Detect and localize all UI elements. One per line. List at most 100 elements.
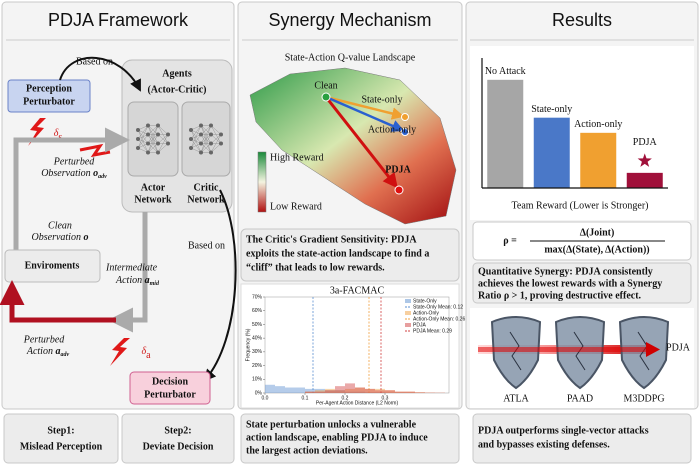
environment-box [4, 249, 101, 283]
edge [147, 125, 159, 135]
edge [157, 134, 169, 144]
node [199, 150, 203, 155]
lightning [79, 143, 111, 158]
defense-label: PAAD [567, 393, 593, 404]
shield [554, 316, 606, 390]
lightning [110, 338, 130, 366]
node [199, 123, 203, 128]
y-axis-label: Frequency (%) [245, 328, 251, 361]
y-tick-label: 50% [252, 322, 263, 328]
critic-label: Network [187, 194, 225, 205]
action-only-arrow [325, 95, 405, 132]
histogram-bar [395, 391, 405, 393]
edge [190, 125, 202, 140]
intermediate-action: Action amid [115, 275, 160, 287]
star [637, 153, 652, 167]
legend-label: PDJA [413, 322, 426, 328]
based-on-arrow [59, 56, 141, 92]
box-text: PDJA outperforms single-vector attacks [478, 425, 649, 436]
state-only-arrow [325, 95, 405, 120]
environment-label: Enviroments [25, 260, 80, 271]
node [189, 128, 193, 132]
formula-lhs: ρ = [503, 235, 517, 246]
x-tick-label: 0.3 [382, 395, 389, 401]
point [401, 113, 409, 121]
edge [147, 134, 159, 153]
histogram-bar [345, 388, 355, 393]
x-axis-label: Team Reward (Lower is Stronger) [511, 200, 648, 211]
edge [147, 125, 159, 144]
box-text: “cliff” that leads to low rewards. [246, 262, 385, 273]
point-label: Clean [314, 80, 337, 91]
based-on-arrow [203, 189, 237, 382]
framework: Agents (Actor-Critic) Actor Network Crit… [0, 56, 237, 464]
bar [626, 172, 663, 188]
network-icons [136, 123, 223, 155]
perception-label: Perturbator [23, 96, 75, 107]
edge [147, 125, 159, 153]
shield [618, 316, 670, 390]
histogram-bar [345, 383, 355, 393]
shield [490, 316, 542, 390]
node [209, 141, 213, 146]
decision-label: Perturbator [144, 389, 196, 400]
histogram-bar [395, 391, 405, 393]
perception-perturbator [7, 79, 91, 113]
step-box [3, 413, 119, 464]
histogram-bar [385, 390, 395, 393]
landscape-title: State-Action Q-value Landscape [285, 52, 416, 63]
beam [478, 347, 648, 352]
x-tick-label: 0.0 [262, 395, 269, 401]
legend-swatch [405, 299, 411, 303]
point [401, 128, 409, 136]
color-bar-label: Low Reward [270, 201, 322, 212]
point-label: Action-only [368, 124, 416, 135]
bar [487, 79, 524, 188]
decision-label: Decision [152, 376, 189, 387]
y-tick-label: 10% [252, 377, 263, 383]
histogram-bar [325, 390, 335, 393]
y-tick-label: 20% [252, 363, 263, 369]
bar-label: No Attack [485, 66, 526, 77]
y-tick-label: 40% [252, 335, 263, 341]
node [209, 150, 213, 155]
histogram-bar [325, 390, 335, 393]
box-text: State perturbation unlocks a vulnerable [246, 419, 417, 430]
text-box [240, 228, 460, 282]
y-tick-label: 30% [252, 349, 263, 355]
histogram-bar [375, 390, 385, 393]
point [321, 92, 331, 102]
histogram-bar [365, 392, 375, 393]
node [156, 141, 160, 146]
perception-label: Perception [26, 83, 72, 94]
agents-label: (Actor-Critic) [147, 84, 206, 95]
clean-observation: Observation o [32, 232, 89, 243]
edge [137, 125, 149, 140]
clean-observation: Clean [48, 220, 72, 231]
histogram-bar [355, 391, 365, 393]
edge [157, 143, 169, 153]
based-on-label: Based on [76, 56, 113, 67]
histogram-bar [365, 388, 375, 393]
histogram-bar [355, 387, 365, 393]
clean-observation-arrow [13, 127, 130, 250]
box-text: action landscape, enabling PDJA to induc… [246, 432, 428, 443]
critic-label: Critic [194, 182, 220, 193]
bar-label: Action-only [574, 119, 622, 130]
edge [210, 134, 222, 144]
edge [200, 143, 212, 153]
histogram-title: 3a-FACMAC [330, 285, 385, 296]
node [136, 137, 140, 141]
legend-label: State-Only [413, 298, 437, 304]
text-box [472, 413, 692, 464]
histogram-panel [240, 283, 460, 409]
y-tick-label: 60% [252, 308, 263, 314]
histogram-bar [305, 391, 315, 393]
color-bar-label: High Reward [270, 152, 324, 163]
pdja-arrow [324, 96, 398, 189]
edge [137, 125, 149, 149]
histogram-bar [335, 390, 345, 393]
legend-label: Action-Only [413, 310, 439, 316]
